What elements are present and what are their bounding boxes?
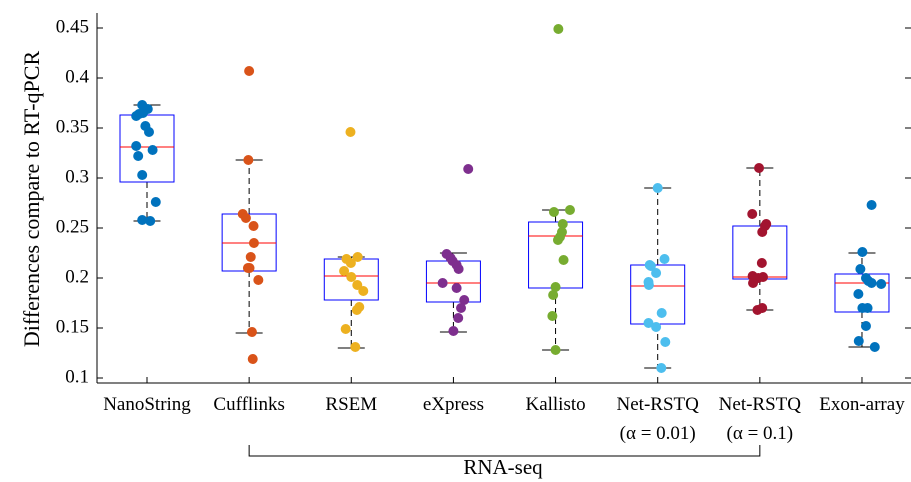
data-point bbox=[463, 164, 474, 174]
category-label: Cufflinks bbox=[213, 394, 284, 415]
plot-area: 0.1 0.15 0.2 0.25 0.3 0.35 0.4 0.45 NanoString Cu… bbox=[56, 13, 911, 457]
y-axis-title: Differences compare to RT-qPCR bbox=[19, 51, 44, 348]
data-point bbox=[660, 337, 671, 347]
data-point bbox=[651, 268, 662, 278]
data-point bbox=[339, 266, 350, 276]
data-point bbox=[253, 275, 264, 285]
category-label: Kallisto bbox=[525, 394, 585, 415]
y-tick-label: 0.15 bbox=[56, 316, 89, 337]
data-point bbox=[345, 127, 356, 137]
data-point bbox=[137, 170, 148, 180]
data-point bbox=[244, 66, 255, 76]
data-point bbox=[131, 141, 142, 151]
data-point bbox=[144, 127, 154, 137]
data-point bbox=[346, 272, 357, 282]
data-point bbox=[853, 289, 864, 299]
data-point bbox=[550, 345, 561, 355]
data-point bbox=[656, 308, 667, 318]
data-point bbox=[453, 264, 464, 274]
data-point bbox=[643, 318, 654, 328]
data-point bbox=[853, 336, 864, 346]
data-point bbox=[147, 145, 158, 155]
data-point bbox=[133, 151, 144, 161]
rna-seq-group-label: RNA-seq bbox=[463, 455, 543, 479]
data-point bbox=[437, 278, 448, 288]
data-point bbox=[150, 197, 161, 207]
category-label: eXpress bbox=[423, 394, 484, 415]
data-point bbox=[748, 278, 759, 288]
data-point bbox=[548, 207, 559, 217]
data-point bbox=[243, 155, 254, 165]
data-point bbox=[453, 313, 464, 323]
data-point bbox=[558, 255, 569, 265]
data-point bbox=[245, 252, 256, 262]
data-point bbox=[643, 280, 654, 290]
data-point bbox=[244, 263, 255, 273]
data-point bbox=[547, 311, 558, 321]
data-point bbox=[754, 163, 765, 173]
y-tick-label: 0.25 bbox=[56, 216, 89, 237]
y-tick-label: 0.2 bbox=[65, 266, 89, 287]
data-point bbox=[352, 252, 363, 262]
category-label: NanoString bbox=[103, 394, 191, 415]
category-sublabel: (α = 0.1) bbox=[727, 423, 794, 444]
data-point bbox=[552, 235, 563, 245]
y-tick-label: 0.1 bbox=[65, 366, 89, 387]
data-point bbox=[131, 111, 142, 121]
category-label: Net-RSTQ bbox=[719, 394, 802, 415]
data-point bbox=[248, 221, 259, 231]
data-point bbox=[860, 321, 871, 331]
data-point bbox=[358, 286, 369, 296]
rna-seq-bracket bbox=[248, 445, 761, 457]
y-tick-label: 0.4 bbox=[65, 66, 89, 87]
data-point bbox=[866, 200, 877, 210]
data-point bbox=[656, 363, 667, 373]
data-point bbox=[756, 258, 767, 268]
data-point bbox=[240, 213, 251, 223]
category-label: Exon-array bbox=[819, 394, 905, 415]
y-tick-label: 0.3 bbox=[65, 166, 89, 187]
data-point bbox=[866, 278, 877, 288]
y-tick-label: 0.35 bbox=[56, 116, 89, 137]
data-point bbox=[340, 324, 351, 334]
data-point bbox=[652, 183, 663, 193]
data-point bbox=[747, 209, 758, 219]
data-point bbox=[857, 303, 868, 313]
data-point bbox=[345, 258, 356, 268]
data-point bbox=[876, 279, 887, 289]
data-point bbox=[137, 215, 148, 225]
data-point bbox=[757, 227, 768, 237]
data-point bbox=[857, 247, 868, 257]
data-point bbox=[248, 238, 259, 248]
category-sublabel: (α = 0.01) bbox=[620, 423, 696, 444]
data-point bbox=[451, 283, 462, 293]
data-point bbox=[459, 295, 470, 305]
iqr-box bbox=[528, 221, 584, 289]
data-point bbox=[553, 24, 564, 34]
data-point bbox=[550, 282, 561, 292]
data-point bbox=[448, 326, 459, 336]
data-point bbox=[651, 322, 662, 332]
data-point bbox=[350, 342, 361, 352]
data-point bbox=[351, 305, 362, 315]
data-point bbox=[145, 216, 156, 226]
data-point bbox=[246, 327, 257, 337]
data-point bbox=[456, 303, 467, 313]
data-point bbox=[548, 290, 559, 300]
data-point bbox=[855, 264, 866, 274]
data-point bbox=[247, 354, 258, 364]
data-point bbox=[752, 305, 763, 315]
data-point bbox=[564, 205, 575, 215]
data-point bbox=[869, 342, 880, 352]
y-tick-label: 0.45 bbox=[56, 16, 89, 37]
data-point bbox=[557, 219, 568, 229]
category-label: RSEM bbox=[325, 394, 377, 415]
data-point bbox=[659, 254, 670, 264]
data-point bbox=[645, 261, 656, 271]
category-label: Net-RSTQ bbox=[617, 394, 700, 415]
